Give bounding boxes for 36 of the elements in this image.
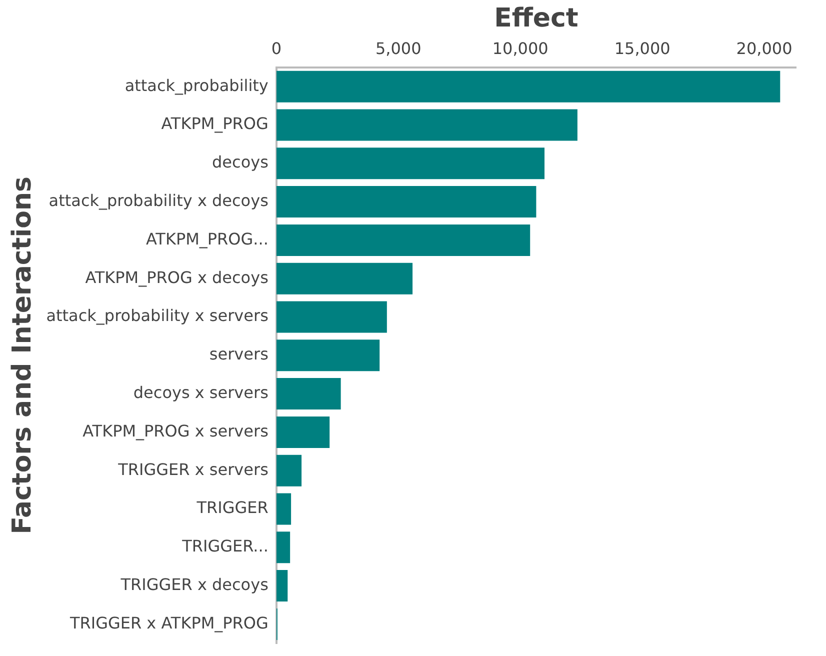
bar [276, 570, 288, 602]
y-tick-label: TRIGGER [196, 498, 268, 518]
y-tick-label: TRIGGER x decoys [120, 574, 268, 594]
y-tick-label: attack_probability x decoys [48, 190, 268, 210]
y-tick-label: TRIGGER x servers [117, 460, 268, 479]
y-tick-label: servers [209, 344, 268, 364]
bar [276, 70, 780, 102]
y-tick-label: ATKPM_PROG x decoys [85, 268, 268, 287]
y-tick-label: ATKPM_PROG... [146, 229, 268, 248]
bar [276, 532, 290, 564]
bar [276, 301, 387, 333]
y-tick-label: TRIGGER... [181, 536, 268, 556]
x-tick-label: 5,000 [375, 38, 422, 58]
bar [276, 378, 341, 410]
bar [276, 493, 292, 525]
bar [276, 148, 544, 180]
bar [276, 340, 380, 372]
y-axis-title: Factors and Interactions [7, 176, 38, 534]
y-tick-label: ATKPM_PROG [161, 114, 268, 134]
x-tick-label: 0 [271, 38, 282, 58]
x-tick-label: 10,000 [492, 38, 548, 58]
y-tick-label: attack_probability x servers [46, 306, 268, 326]
x-axis-title: Effect [494, 3, 578, 34]
bar [276, 224, 530, 256]
y-tick-label: TRIGGER x ATKPM_PROG [68, 613, 268, 632]
y-tick-label: attack_probability [124, 76, 268, 95]
x-tick-label: 20,000 [736, 38, 792, 58]
bar [276, 262, 413, 294]
bar [276, 186, 536, 218]
bar [276, 109, 578, 141]
bar [276, 416, 330, 448]
y-tick-label: decoys [212, 152, 268, 172]
y-tick-label: ATKPM_PROG x servers [82, 421, 268, 440]
x-tick-label: 15,000 [614, 38, 670, 58]
y-tick-label: decoys x servers [133, 382, 268, 402]
bar [276, 454, 302, 486]
